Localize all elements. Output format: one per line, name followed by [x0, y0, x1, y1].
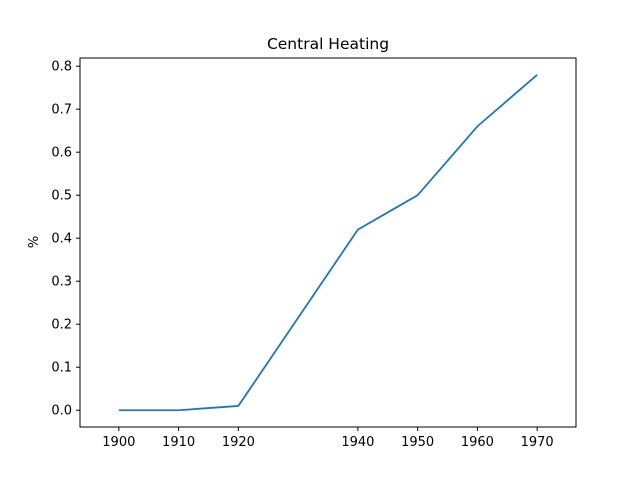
y-tick-label: 0.2: [51, 318, 72, 333]
x-tick-label: 1960: [461, 435, 494, 450]
x-axis: 1900 1910 1920 1940 1950 1960 1970: [102, 427, 554, 450]
y-tick-label: 0.8: [51, 60, 72, 75]
y-tick-label: 0.5: [51, 189, 72, 204]
x-tick-label: 1970: [521, 435, 554, 450]
x-tick-label: 1900: [102, 435, 135, 450]
y-tick-label: 0.3: [51, 275, 72, 290]
plot-frame: [79, 57, 577, 428]
y-axis-label: %: [27, 236, 42, 248]
y-tick-label: 0.6: [51, 146, 72, 161]
y-tick-label: 0.0: [51, 404, 72, 419]
x-tick-label: 1950: [401, 435, 434, 450]
chart-title: Central Heating: [267, 35, 389, 53]
series-line: [118, 74, 538, 412]
y-tick-label: 0.4: [51, 232, 72, 247]
x-tick-label: 1940: [341, 435, 374, 450]
y-tick-label: 0.1: [51, 361, 72, 376]
y-axis: 0.0 0.1 0.2 0.3 0.4 0.5 0.6 0.7 0.8: [51, 60, 80, 419]
x-tick-label: 1920: [222, 435, 255, 450]
y-tick-label: 0.7: [51, 103, 72, 118]
plot-series: [118, 74, 538, 412]
x-tick-label: 1910: [162, 435, 195, 450]
